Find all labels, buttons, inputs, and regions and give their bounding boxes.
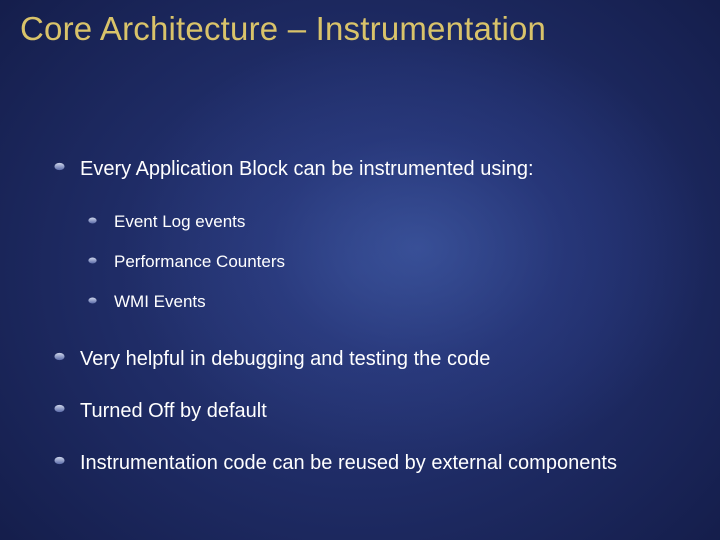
sub-bullet-text: WMI Events bbox=[114, 292, 206, 311]
bullet-icon bbox=[54, 161, 65, 172]
slide-body: Every Application Block can be instrumen… bbox=[54, 150, 680, 496]
sub-bullet-item: WMI Events bbox=[88, 282, 680, 322]
sub-bullet-item: Performance Counters bbox=[88, 242, 680, 282]
sub-bullet-text: Event Log events bbox=[114, 212, 245, 231]
bullet-item: Instrumentation code can be reused by ex… bbox=[54, 444, 680, 482]
sub-bullet-text: Performance Counters bbox=[114, 252, 285, 271]
bullet-item: Very helpful in debugging and testing th… bbox=[54, 340, 680, 378]
bullet-icon bbox=[88, 296, 97, 305]
bullet-text: Instrumentation code can be reused by ex… bbox=[80, 452, 617, 474]
bullet-icon bbox=[54, 351, 65, 362]
bullet-text: Turned Off by default bbox=[80, 400, 267, 422]
bullet-icon bbox=[54, 403, 65, 414]
sub-bullet-item: Event Log events bbox=[88, 202, 680, 242]
bullet-icon bbox=[88, 216, 97, 225]
slide: Core Architecture – Instrumentation Ever… bbox=[0, 0, 720, 540]
bullet-item: Every Application Block can be instrumen… bbox=[54, 150, 680, 188]
bullet-icon bbox=[54, 455, 65, 466]
slide-title: Core Architecture – Instrumentation bbox=[20, 10, 700, 48]
bullet-item: Turned Off by default bbox=[54, 392, 680, 430]
bullet-text: Very helpful in debugging and testing th… bbox=[80, 348, 490, 370]
sub-bullet-group: Event Log events Performance Counters bbox=[54, 202, 680, 322]
bullet-text: Every Application Block can be instrumen… bbox=[80, 158, 534, 180]
bullet-icon bbox=[88, 256, 97, 265]
